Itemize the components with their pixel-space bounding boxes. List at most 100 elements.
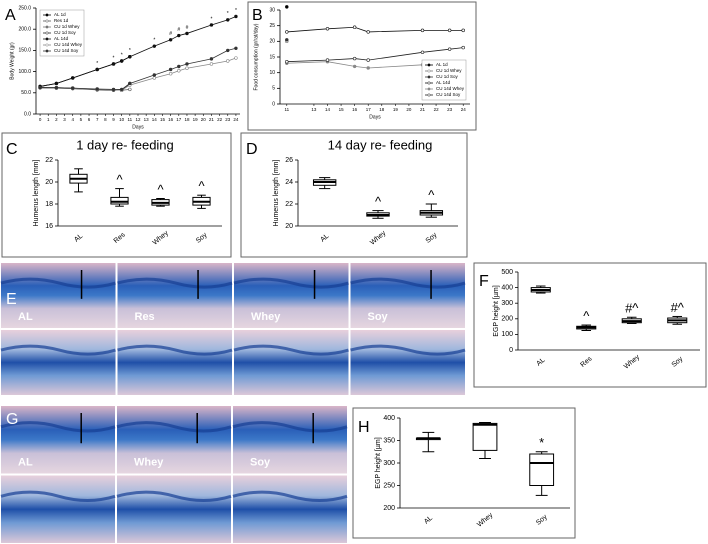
histology-image [117,263,232,328]
y-tick-label: 20 [45,179,53,186]
x-tick-label: 16 [168,117,174,122]
histology-image [350,330,465,395]
y-tick-label: 350 [383,437,395,444]
data-point [152,44,157,48]
image-label: Res [135,311,155,323]
histology-image [233,475,347,543]
panel-letter: C [6,141,18,158]
image-label: Soy [368,311,389,323]
data-point [71,76,75,80]
box [529,453,555,486]
data-point [420,50,425,54]
data-point [209,62,214,66]
data-point [54,86,59,90]
legend-marker [427,81,431,85]
data-point [152,73,157,77]
data-point [119,59,124,63]
cartilage-edge [232,421,348,433]
data-point [177,33,181,38]
cartilage-edge [0,490,116,503]
data-point [111,87,116,92]
y-tick-label: 0 [509,347,513,354]
legend-label: Res 1d [54,18,69,23]
data-point [95,67,99,72]
annotation: # [169,31,172,37]
panel-letter: G [6,411,18,428]
legend-marker [45,25,49,29]
y-tick-label: 26 [285,157,293,164]
y-axis-title: EGP height [µm] [375,437,382,488]
data-point [185,62,189,66]
legend-label: CU 1d Soy [436,74,459,79]
y-axis-title: Body Weight (gr) [9,42,15,80]
panel-letter: E [6,291,17,308]
x-tick-label: 18 [184,117,190,122]
box [472,422,498,451]
annotation: * [96,61,98,67]
x-tick-label: 6 [88,117,91,122]
x-tick-label: 23 [447,107,453,112]
x-tick-label: 7 [96,117,99,122]
panel-frame [240,132,468,258]
annotation: # [177,27,180,33]
x-tick-label: 20 [201,117,207,122]
histology-image [117,330,232,395]
annotation: * [113,55,115,61]
annotation: * [539,435,544,450]
annotation: * [227,11,229,17]
histology-image [350,263,465,328]
x-axis-title: Days [369,114,381,120]
histology-image [1,263,116,328]
y-tick-label: 15 [269,54,275,60]
y-tick-label: 18 [45,201,53,208]
data-point [352,25,357,29]
y-axis-title: Humerus length [mm] [33,159,40,226]
x-tick-label: 13 [311,107,317,112]
annotation: #^ [625,301,639,316]
y-tick-label: 50.0 [21,90,31,96]
legend-marker [45,49,49,53]
x-tick-label: 18 [379,107,385,112]
y-tick-label: 200 [501,316,513,323]
legend-marker [45,37,49,41]
panel-letter: B [252,7,263,24]
x-tick-label: 14 [325,107,331,112]
x-tick-label: 10 [119,117,125,122]
y-tick-label: 0.0 [24,111,31,117]
x-tick-label: 1 [47,117,50,122]
data-point [95,87,99,91]
data-point [366,30,370,34]
x-tick-label: 21 [209,117,215,122]
box [110,196,129,205]
x-tick-label: 17 [176,117,182,122]
x-tick-label: 17 [366,107,372,112]
histology-image [117,406,231,474]
data-point [420,28,425,33]
panel-letter: D [246,141,258,158]
cartilage-edge [0,277,116,289]
data-point [285,38,289,42]
x-axis-title: Days [132,124,144,130]
x-tick-label: 11 [128,117,133,122]
x-tick-label: 20 [406,107,412,112]
y-tick-label: 24 [285,179,293,186]
legend-label: CU 14d Soy [54,48,79,53]
data-point [285,59,289,64]
x-tick-label: AL [319,233,330,244]
y-tick-label: 300 [501,300,513,307]
data-point [128,81,132,86]
legend-marker [427,93,431,97]
y-tick-label: 30 [269,7,275,13]
y-tick-label: 16 [45,223,53,230]
x-tick-label: 3 [63,117,66,122]
x-tick-label: 5 [80,117,83,122]
data-point [234,56,238,60]
cartilage-edge [0,344,116,356]
x-tick-label: AL [73,233,84,244]
x-tick-label: 24 [461,107,467,112]
data-point [168,38,173,42]
series-line [40,47,237,90]
chart-title: 1 day re- feeding [76,137,174,152]
histology-image [1,475,115,543]
histology-image [233,406,347,474]
